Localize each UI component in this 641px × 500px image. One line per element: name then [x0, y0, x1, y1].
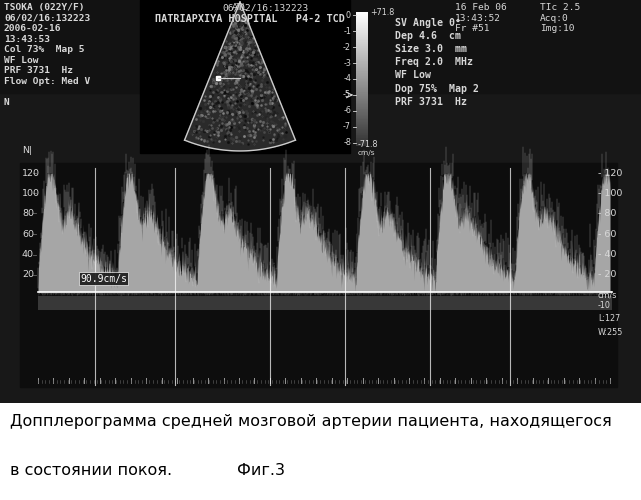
Bar: [20, 163, 617, 388]
Text: -7: -7: [343, 122, 351, 132]
Text: Size 3.0  mm: Size 3.0 mm: [395, 44, 467, 54]
Text: +71.8: +71.8: [370, 8, 394, 16]
Text: Flow Opt: Med V: Flow Opt: Med V: [4, 77, 90, 86]
Text: Img:10: Img:10: [540, 24, 574, 33]
Text: 16 Feb 06: 16 Feb 06: [455, 3, 507, 12]
Text: 60: 60: [22, 230, 34, 239]
Text: WF Low: WF Low: [4, 56, 38, 65]
Text: 06/02/16:132223: 06/02/16:132223: [222, 3, 308, 12]
Text: -5: -5: [343, 90, 351, 100]
Text: - 80: - 80: [598, 209, 617, 218]
Text: 90.9cm/s: 90.9cm/s: [80, 274, 127, 284]
Text: 40: 40: [22, 250, 34, 259]
Text: N|: N|: [22, 146, 32, 155]
Text: ПАТRIАРХIYA HOSPITAL   P4-2 TCD: ПАТRIАРХIYA HOSPITAL P4-2 TCD: [155, 14, 345, 24]
Text: PRF 3731  Hz: PRF 3731 Hz: [395, 96, 467, 106]
Text: 0: 0: [346, 10, 351, 20]
Text: Fr #51: Fr #51: [455, 24, 490, 33]
Text: -6: -6: [343, 106, 351, 116]
Text: -2: -2: [343, 42, 351, 51]
Text: - 100: - 100: [598, 188, 622, 198]
Text: -71.8: -71.8: [358, 140, 378, 149]
Text: Dep 4.6  cm: Dep 4.6 cm: [395, 31, 461, 41]
Text: 2006-02-16: 2006-02-16: [4, 24, 62, 33]
Bar: [0, 0, 641, 92]
Text: Acq:0: Acq:0: [540, 14, 569, 22]
Text: Col 73%  Map 5: Col 73% Map 5: [4, 46, 85, 54]
Text: в состоянии покоя.: в состоянии покоя.: [10, 463, 172, 478]
Text: WF Low: WF Low: [395, 70, 431, 81]
Text: Фиг.3: Фиг.3: [237, 463, 285, 478]
Text: 13:43:53: 13:43:53: [4, 34, 50, 43]
Text: PRF 3731  Hz: PRF 3731 Hz: [4, 66, 73, 76]
Text: 20: 20: [22, 270, 34, 279]
Text: -8: -8: [343, 138, 351, 147]
Text: ATL: ATL: [232, 3, 247, 12]
Text: SV Angle 0°: SV Angle 0°: [395, 18, 461, 28]
Text: -4: -4: [343, 74, 351, 84]
Text: cm/s: cm/s: [358, 150, 376, 156]
Text: cm/s: cm/s: [598, 290, 617, 300]
Text: W:255: W:255: [598, 328, 624, 336]
Text: -10: -10: [598, 302, 611, 310]
Text: -1: -1: [343, 26, 351, 36]
Text: - 20: - 20: [598, 270, 617, 279]
Text: N: N: [4, 98, 10, 107]
Text: TIc 2.5: TIc 2.5: [540, 3, 580, 12]
Text: Допплерограмма средней мозговой артерии пациента, находящегося: Допплерограмма средней мозговой артерии …: [10, 414, 612, 429]
Text: Freq 2.0  MHz: Freq 2.0 MHz: [395, 58, 473, 68]
Text: Dop 75%  Map 2: Dop 75% Map 2: [395, 84, 479, 94]
Text: TSOKA (022Y/F): TSOKA (022Y/F): [4, 3, 85, 12]
Text: 13:43:52: 13:43:52: [455, 14, 501, 22]
Text: - 40: - 40: [598, 250, 617, 259]
Text: 06/02/16:132223: 06/02/16:132223: [4, 14, 90, 22]
Bar: [140, 0, 350, 153]
Text: 120: 120: [22, 168, 40, 177]
Text: L:127: L:127: [598, 314, 620, 324]
Text: 100: 100: [22, 188, 40, 198]
Text: 80: 80: [22, 209, 34, 218]
Wedge shape: [185, 2, 296, 151]
Text: - 60: - 60: [598, 230, 617, 239]
Text: - 120: - 120: [598, 168, 622, 177]
Text: -3: -3: [343, 58, 351, 68]
